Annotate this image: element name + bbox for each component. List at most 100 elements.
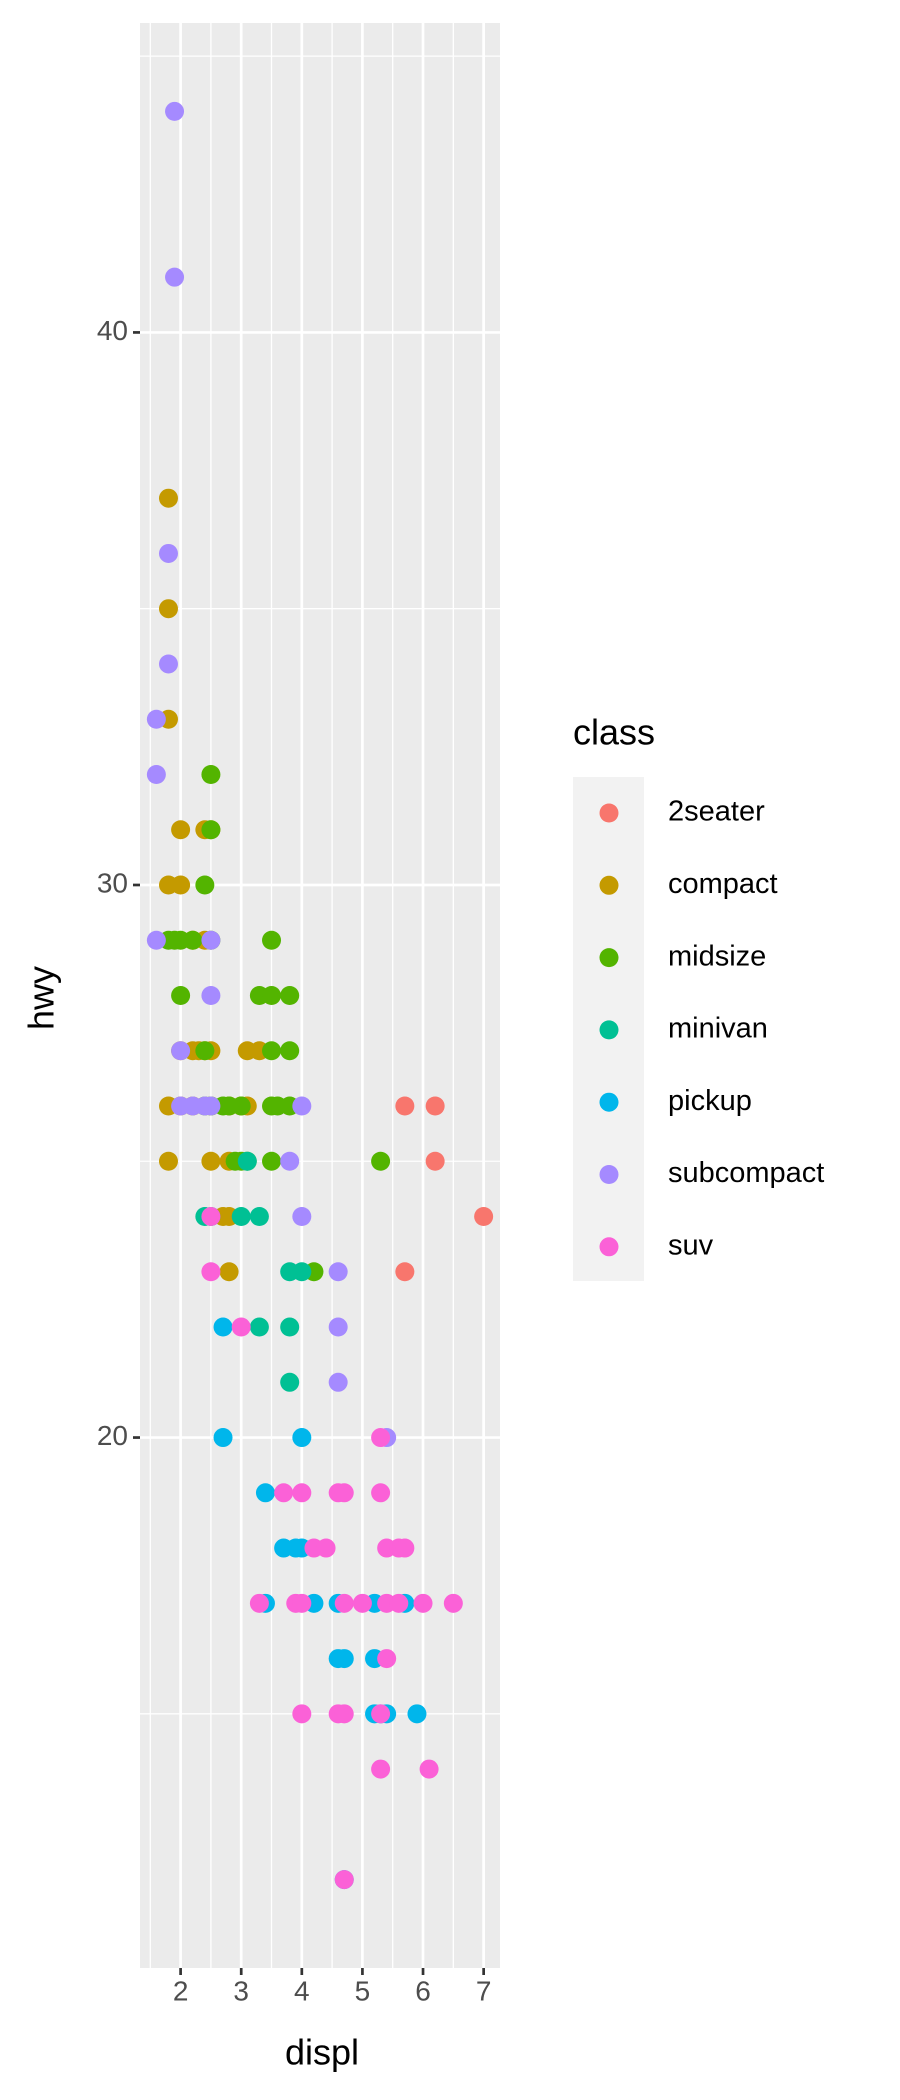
point (201, 1151, 221, 1171)
point (407, 1704, 427, 1724)
point (262, 986, 282, 1005)
point (280, 1372, 300, 1392)
legend-swatch (599, 875, 619, 895)
point (183, 930, 203, 950)
point (195, 1041, 215, 1061)
point (249, 1317, 269, 1337)
legend-label: minivan (668, 1013, 768, 1045)
point (371, 1759, 391, 1779)
x-tick-label: 2 (173, 1975, 189, 2006)
legend-swatch (599, 1237, 619, 1257)
point (316, 1538, 336, 1558)
x-tick-label: 5 (355, 1975, 371, 2006)
point (231, 1317, 251, 1337)
point (274, 1483, 294, 1503)
point (158, 1151, 178, 1171)
point (201, 1207, 221, 1227)
point (158, 599, 178, 619)
y-tick-label: 20 (97, 1420, 128, 1451)
point (352, 1593, 372, 1613)
point (146, 709, 166, 729)
point (231, 1207, 251, 1227)
point (334, 1483, 354, 1503)
point (371, 1151, 391, 1171)
panel (140, 23, 500, 1968)
point (280, 1151, 300, 1171)
point (262, 1041, 282, 1061)
point (292, 1207, 312, 1227)
point (201, 930, 221, 950)
point (195, 875, 215, 895)
legend-label: pickup (668, 1085, 752, 1117)
y-tick-label: 30 (97, 867, 128, 898)
legend-swatch (599, 1092, 619, 1112)
point (219, 1262, 239, 1282)
point (249, 1207, 269, 1227)
point (413, 1593, 433, 1613)
point (371, 1483, 391, 1503)
point (262, 1151, 282, 1171)
point (201, 764, 221, 784)
point (334, 1649, 354, 1669)
point (195, 1096, 215, 1116)
point (334, 1704, 354, 1724)
point (171, 1041, 191, 1061)
point (443, 1593, 463, 1613)
point (165, 101, 185, 121)
point (158, 488, 178, 508)
point (395, 1538, 415, 1558)
legend-label: 2seater (668, 796, 765, 828)
y-axis-title: hwy (21, 966, 62, 1030)
point (213, 1428, 233, 1448)
point (334, 1870, 354, 1890)
point (328, 1317, 348, 1337)
point (292, 1483, 312, 1503)
point (237, 1151, 257, 1171)
point (371, 1704, 391, 1724)
legend-swatch (599, 948, 619, 968)
legend: class 2seater compact midsize minivan pickup… (573, 712, 824, 1281)
legend-swatch (599, 1165, 619, 1184)
point (425, 1151, 445, 1171)
point (395, 1262, 415, 1282)
legend-label: compact (668, 868, 778, 900)
point (255, 1483, 275, 1503)
legend-label: subcompact (668, 1157, 824, 1189)
point (219, 1096, 239, 1116)
point (389, 1593, 409, 1613)
point (146, 930, 166, 950)
point (262, 930, 282, 950)
point (249, 1593, 269, 1613)
legend-title: class (573, 712, 655, 753)
axes: 2 3 4 5 6 7 20 30 40 (97, 315, 492, 2007)
point (280, 1041, 300, 1061)
point (158, 543, 178, 563)
point (171, 820, 191, 840)
point (377, 1649, 397, 1669)
point (165, 267, 185, 287)
point (425, 1096, 445, 1116)
point (292, 1704, 312, 1724)
point (395, 1096, 415, 1116)
legend-label: midsize (668, 940, 766, 972)
legend-swatch (599, 1020, 619, 1040)
point (328, 1372, 348, 1392)
point (292, 1096, 312, 1116)
point (146, 764, 166, 784)
point (165, 930, 185, 950)
legend-label: suv (668, 1229, 714, 1261)
point (280, 986, 300, 1005)
point (158, 654, 178, 674)
x-tick-label: 4 (294, 1975, 310, 2006)
x-tick-label: 6 (415, 1975, 431, 2006)
point (371, 1428, 391, 1448)
point (171, 986, 191, 1005)
point (201, 820, 221, 840)
x-tick-label: 7 (476, 1975, 492, 2006)
point (328, 1262, 348, 1282)
y-tick-label: 40 (97, 315, 128, 346)
legend-swatch (599, 803, 619, 823)
point (280, 1317, 300, 1337)
x-axis-title: displ (285, 2032, 359, 2073)
grid (140, 23, 500, 1968)
